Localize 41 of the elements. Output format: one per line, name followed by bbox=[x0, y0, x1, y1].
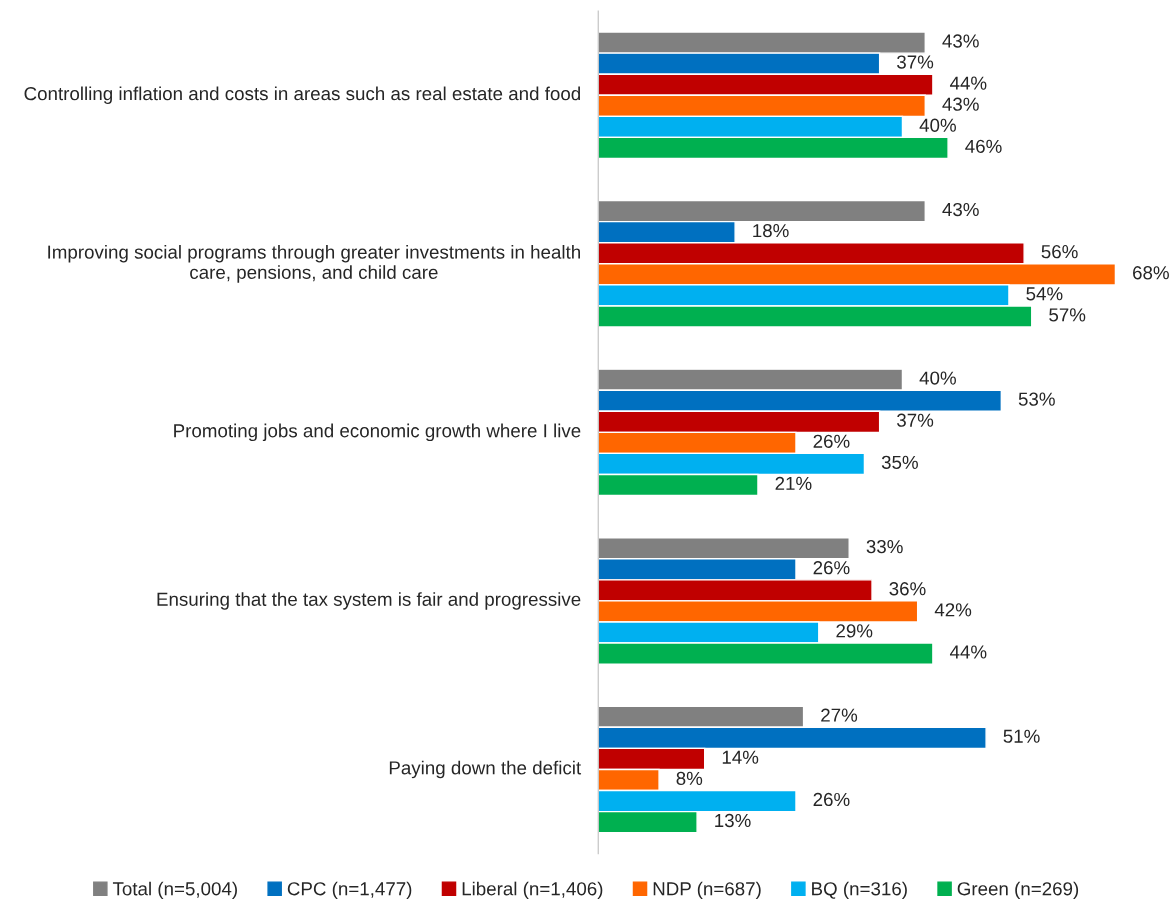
data-label: 44% bbox=[949, 76, 987, 90]
y-tick-label: Controlling inflation and costs in areas such as real estate and food bbox=[24, 86, 580, 104]
data-label: 57% bbox=[1049, 308, 1086, 322]
data-label: 40% bbox=[919, 371, 956, 385]
data-label: 46% bbox=[965, 139, 1002, 153]
y-tick-label: Improving social programs through greater investments in health care, pensions, and child care bbox=[48, 244, 580, 283]
data-label: 35% bbox=[881, 455, 918, 469]
data-label: 13% bbox=[715, 813, 751, 828]
data-label: 43% bbox=[942, 97, 979, 111]
data-label: 36% bbox=[889, 582, 926, 596]
data-label: 26% bbox=[813, 561, 850, 575]
legend-label: CPC (n=1,477) bbox=[287, 881, 412, 900]
legend-label: Total (n=5,004) bbox=[112, 881, 237, 900]
data-label: 51% bbox=[1003, 729, 1040, 743]
data-label: 27% bbox=[821, 708, 858, 722]
data-label: 43% bbox=[942, 34, 979, 48]
data-label: 37% bbox=[897, 55, 934, 69]
data-label: 29% bbox=[836, 624, 873, 638]
y-tick-label: Paying down the deficit bbox=[389, 760, 582, 779]
data-label: 44% bbox=[949, 645, 987, 659]
data-label: 56% bbox=[1041, 245, 1078, 259]
data-label: 54% bbox=[1026, 287, 1063, 301]
data-label: 26% bbox=[813, 792, 850, 807]
data-label: 40% bbox=[919, 118, 956, 132]
data-label: 18% bbox=[753, 223, 789, 238]
data-label: 26% bbox=[813, 434, 850, 448]
data-label: 43% bbox=[942, 202, 979, 217]
data-label: 14% bbox=[722, 750, 759, 764]
data-label: 37% bbox=[897, 413, 934, 427]
data-label: 42% bbox=[934, 603, 972, 617]
data-label: 68% bbox=[1133, 266, 1169, 280]
legend-label: Green (n=269) bbox=[957, 881, 1079, 900]
y-tick-label: Ensuring that the tax system is fair and progressive bbox=[157, 592, 581, 610]
legend-label: BQ (n=316) bbox=[812, 881, 907, 900]
data-label: 33% bbox=[866, 539, 903, 554]
data-label: 8% bbox=[676, 771, 703, 786]
data-label: 21% bbox=[775, 476, 812, 490]
legend-label: NDP (n=687) bbox=[653, 881, 761, 900]
data-label: 53% bbox=[1018, 392, 1055, 406]
legend-label: Liberal (n=1,406) bbox=[462, 881, 603, 900]
y-tick-label: Promoting jobs and economic growth where I live bbox=[174, 423, 581, 442]
